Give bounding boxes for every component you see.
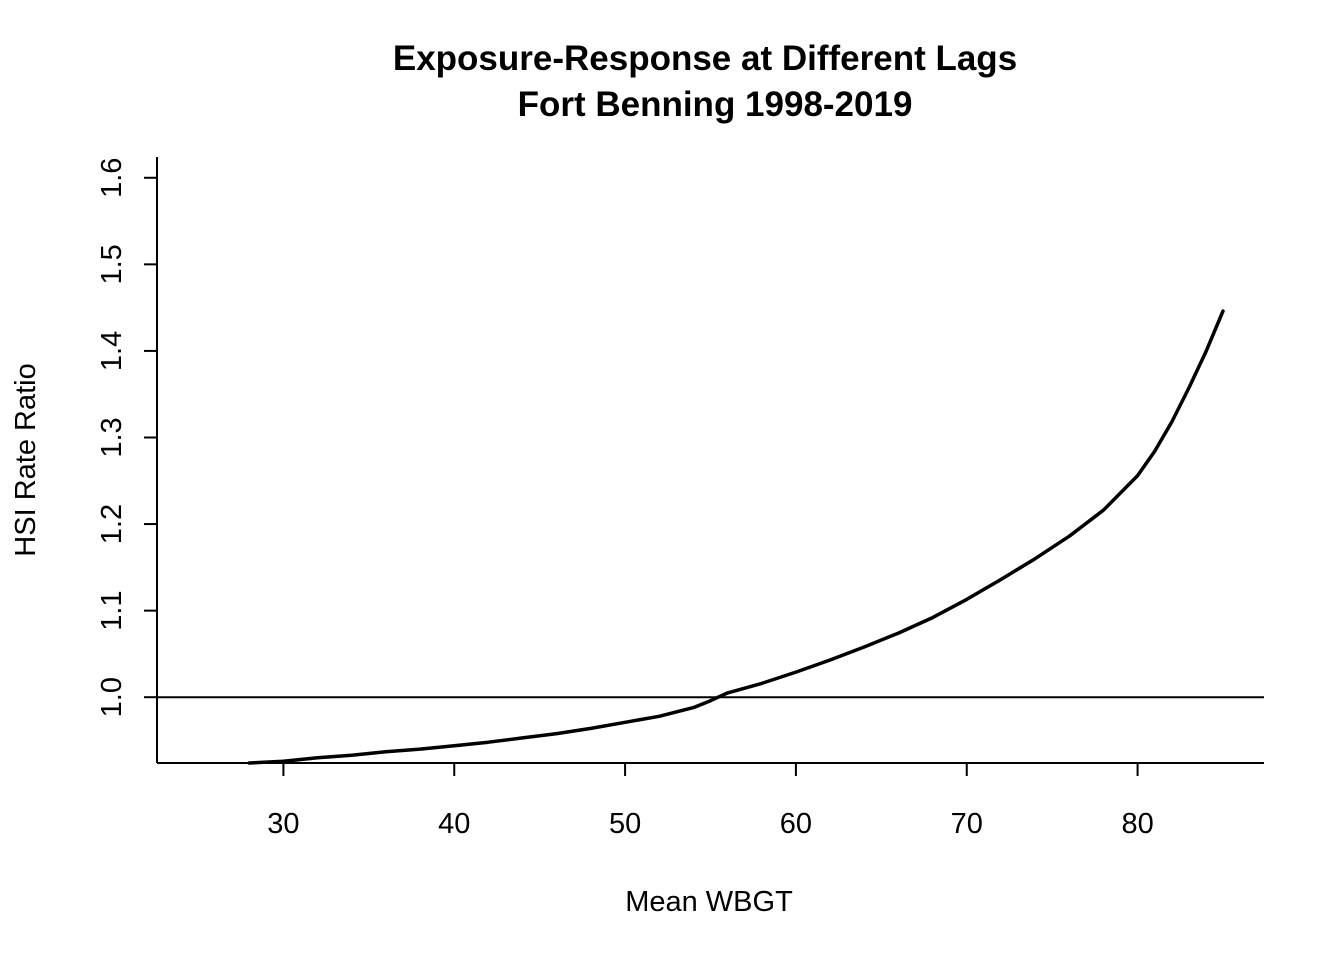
x-tick-label: 70 [951,808,983,840]
x-tick-label: 40 [438,808,470,840]
y-tick-label: 1.1 [96,590,128,630]
y-tick-label: 1.2 [96,504,128,544]
chart-title: Exposure-Response at Different Lags [393,39,1017,78]
y-tick-label: 1.4 [96,331,128,371]
x-axis-label: Mean WBGT [625,886,793,918]
x-tick-label: 30 [267,808,299,840]
plot-area: 30 40 50 60 70 80 1.0 1.1 1.2 1.3 1.4 1.5 1.6 [96,157,1264,840]
chart-subtitle: Fort Benning 1998-2019 [518,85,913,124]
series-line [247,309,1225,765]
y-axis-label: HSI Rate Ratio [10,363,42,556]
y-tick-label: 1.0 [96,677,128,717]
x-tick-label: 60 [780,808,812,840]
x-tick-label: 50 [609,808,641,840]
y-tick-label: 1.6 [96,158,128,198]
y-tick-label: 1.3 [96,417,128,457]
y-tick-label: 1.5 [96,244,128,284]
x-tick-label: 80 [1121,808,1153,840]
